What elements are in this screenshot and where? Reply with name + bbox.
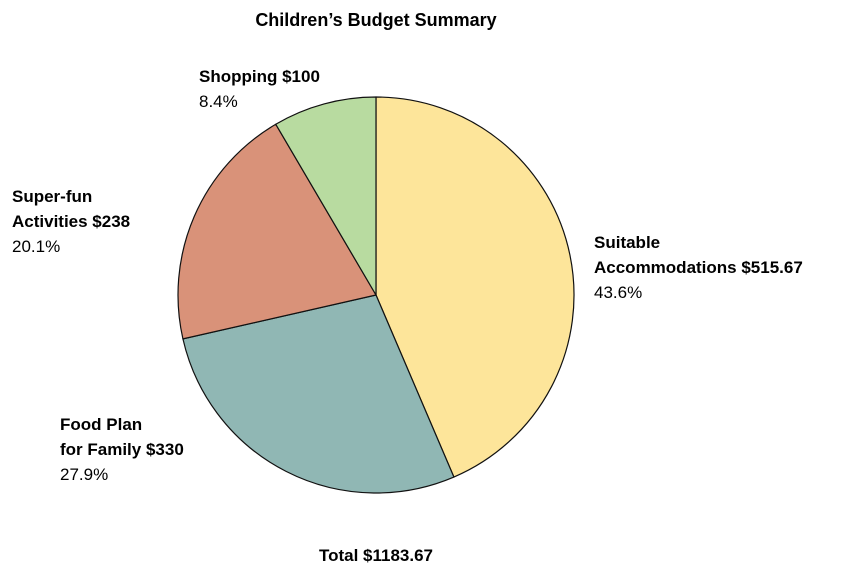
slice-name-line: Suitable bbox=[594, 233, 660, 252]
pie-slice-0 bbox=[375, 96, 575, 478]
slice-label-2: Super-fun Activities $238 20.1% bbox=[12, 187, 130, 256]
slice-percent: 27.9% bbox=[60, 465, 108, 484]
slice-label-3: Shopping $100 8.4% bbox=[199, 67, 320, 111]
slice-name-line: Super-fun bbox=[12, 187, 92, 206]
pie-slice-1 bbox=[182, 294, 455, 494]
pie-slices bbox=[177, 96, 575, 494]
slice-name-line: Accommodations $515.67 bbox=[594, 258, 803, 277]
slice-name-line: for Family $330 bbox=[60, 440, 184, 459]
chart-title: Children’s Budget Summary bbox=[255, 10, 496, 30]
pie-slice-2 bbox=[177, 123, 377, 340]
slice-label-0: Suitable Accommodations $515.67 43.6% bbox=[594, 233, 803, 302]
slice-labels: Suitable Accommodations $515.67 43.6% Food … bbox=[12, 67, 803, 484]
chart-total: Total $1183.67 bbox=[319, 546, 433, 565]
slice-percent: 8.4% bbox=[199, 92, 238, 111]
slice-name-line: Activities $238 bbox=[12, 212, 130, 231]
slice-percent: 43.6% bbox=[594, 283, 642, 302]
slice-name-line: Shopping $100 bbox=[199, 67, 320, 86]
slice-label-1: Food Plan for Family $330 27.9% bbox=[60, 415, 184, 484]
pie-slice-3 bbox=[275, 96, 377, 296]
slice-percent: 20.1% bbox=[12, 237, 60, 256]
slice-name-line: Food Plan bbox=[60, 415, 142, 434]
